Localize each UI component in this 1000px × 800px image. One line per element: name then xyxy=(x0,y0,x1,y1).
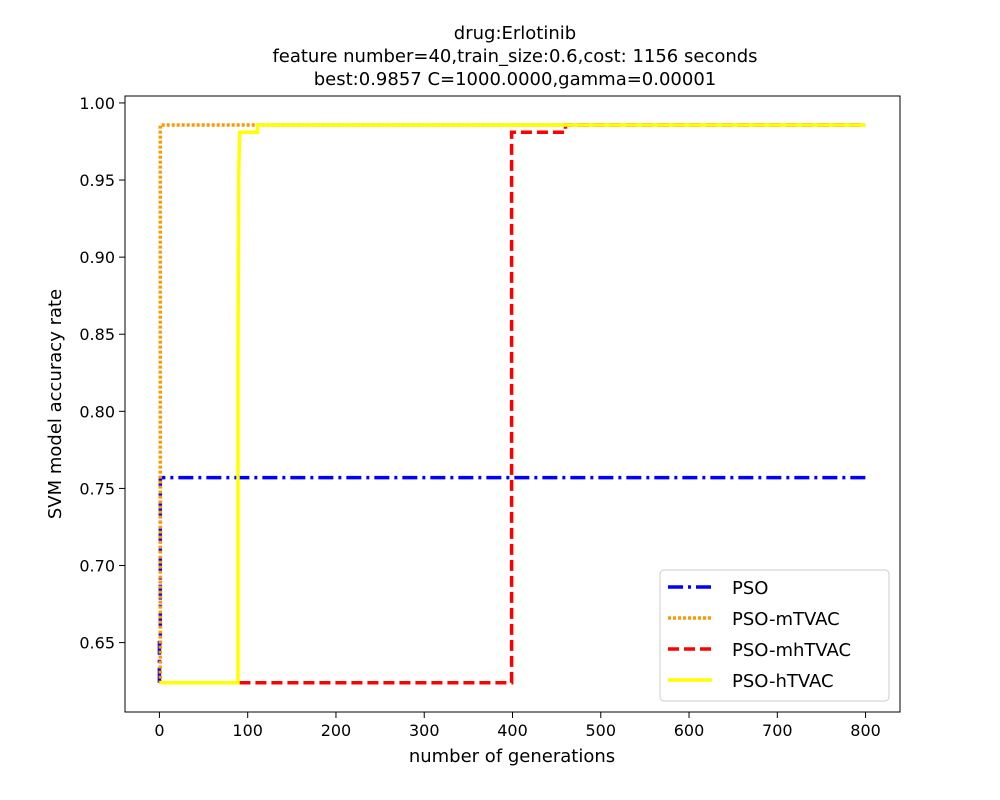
x-tick-label: 100 xyxy=(232,721,263,740)
series-layer xyxy=(157,123,866,685)
y-axis-label: SVM model accuracy rate xyxy=(45,289,66,519)
legend-box xyxy=(659,569,890,702)
y-tick-label: 0.75 xyxy=(79,479,115,498)
series-line-3 xyxy=(159,123,866,685)
legend-label-0: PSO xyxy=(732,578,768,599)
legend-label-2: PSO-mhTVAC xyxy=(732,640,851,661)
x-axis-label: number of generations xyxy=(409,746,615,767)
x-tick-label: 600 xyxy=(674,721,705,740)
x-tick-label: 0 xyxy=(154,721,164,740)
y-axis-ticks: 0.65 0.70 0.75 0.80 0.85 0.90 0.95 1.00 xyxy=(79,94,125,653)
y-tick-label: 0.80 xyxy=(79,402,115,421)
title-line-3: best:0.9857 C=1000.0000,gamma=0.00001 xyxy=(314,69,717,90)
title-line-2: feature number=40,train_size:0.6,cost: 1… xyxy=(272,46,757,67)
x-tick-label: 500 xyxy=(585,721,616,740)
x-tick-label: 300 xyxy=(409,721,440,740)
legend-label-1: PSO-mTVAC xyxy=(732,609,840,630)
y-tick-label: 0.65 xyxy=(79,634,115,653)
x-tick-label: 700 xyxy=(762,721,793,740)
x-tick-label: 800 xyxy=(850,721,881,740)
legend: PSO PSO-mTVAC PSO-mhTVAC PSO-hTVAC xyxy=(659,569,890,702)
y-tick-label: 0.85 xyxy=(79,325,115,344)
title-line-1: drug:Erlotinib xyxy=(454,23,576,44)
chart-title: drug:Erlotinib feature number=40,train_s… xyxy=(272,23,757,90)
y-tick-label: 0.90 xyxy=(79,248,115,267)
y-tick-label: 0.70 xyxy=(79,557,115,576)
x-axis-ticks: 0 100 200 300 400 500 600 700 800 xyxy=(154,712,881,740)
legend-label-3: PSO-hTVAC xyxy=(732,671,834,692)
y-tick-label: 1.00 xyxy=(79,94,115,113)
x-tick-label: 400 xyxy=(497,721,528,740)
legend-entries: PSO PSO-mTVAC PSO-mhTVAC PSO-hTVAC xyxy=(668,578,851,692)
y-tick-label: 0.95 xyxy=(79,171,115,190)
x-tick-label: 200 xyxy=(321,721,352,740)
